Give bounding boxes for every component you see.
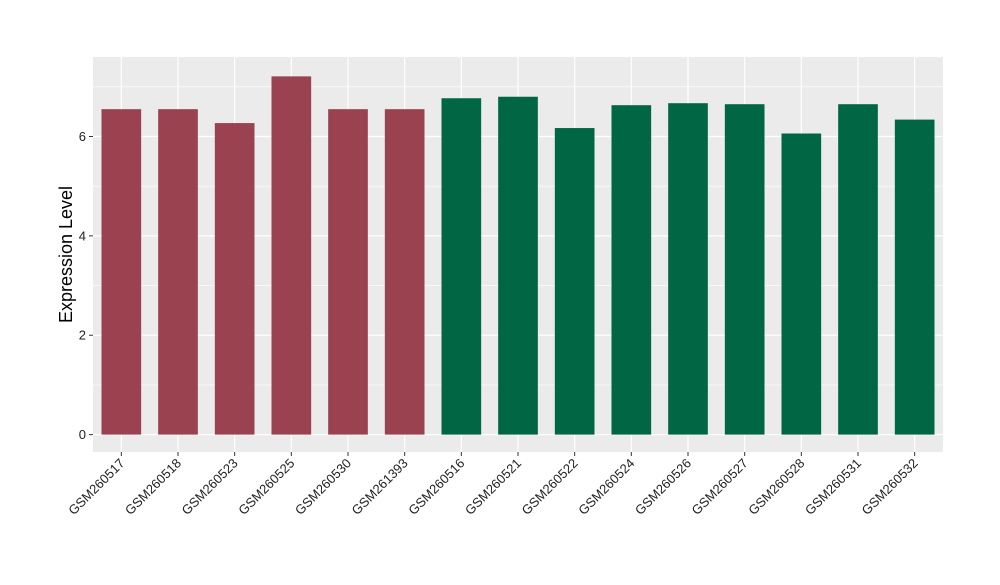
y-tick-label: 4 xyxy=(79,228,86,243)
bar-gsm260526 xyxy=(668,103,708,435)
x-tick-label: GSM260524 xyxy=(575,456,637,518)
bar-gsm260524 xyxy=(611,105,652,435)
bar-gsm260527 xyxy=(724,104,765,435)
x-tick-label: GSM260522 xyxy=(519,456,581,518)
x-tick-label: GSM260527 xyxy=(689,456,751,518)
bar-gsm260532 xyxy=(894,119,935,435)
y-tick-label: 6 xyxy=(79,129,86,144)
x-tick-label: GSM260526 xyxy=(632,456,694,518)
x-tick-label: GSM260528 xyxy=(745,456,807,518)
bar-gsm260521 xyxy=(498,96,538,435)
x-tick-label: GSM260516 xyxy=(405,456,467,518)
bars xyxy=(101,76,935,435)
bar-gsm260518 xyxy=(158,109,198,435)
x-tick-label: GSM260530 xyxy=(292,456,354,518)
bar-gsm260528 xyxy=(781,133,822,435)
y-axis-title: Expression Level xyxy=(56,186,76,323)
y-tick-label: 2 xyxy=(79,328,86,343)
bar-gsm260522 xyxy=(554,128,595,435)
bar-gsm260523 xyxy=(214,123,255,435)
bar-gsm260530 xyxy=(328,109,368,435)
y-tick-label: 0 xyxy=(79,427,86,442)
x-tick-label: GSM260525 xyxy=(235,456,297,518)
y-axis: 0 2 4 6 xyxy=(79,129,93,442)
bar-gsm260531 xyxy=(838,104,878,435)
bar-gsm260516 xyxy=(441,98,482,435)
x-tick-label: GSM260523 xyxy=(179,456,241,518)
x-tick-label: GSM261393 xyxy=(349,456,411,518)
bar-gsm260517 xyxy=(101,109,142,435)
bar-gsm261393 xyxy=(384,109,425,435)
x-tick-label: GSM260517 xyxy=(65,456,127,518)
bar-gsm260525 xyxy=(271,76,312,435)
x-tick-label: GSM260531 xyxy=(802,456,864,518)
x-tick-label: GSM260521 xyxy=(462,456,524,518)
x-tick-label: GSM260532 xyxy=(859,456,921,518)
x-tick-label: GSM260518 xyxy=(122,456,184,518)
x-axis: GSM260517GSM260518GSM260523GSM260525GSM2… xyxy=(65,452,921,518)
